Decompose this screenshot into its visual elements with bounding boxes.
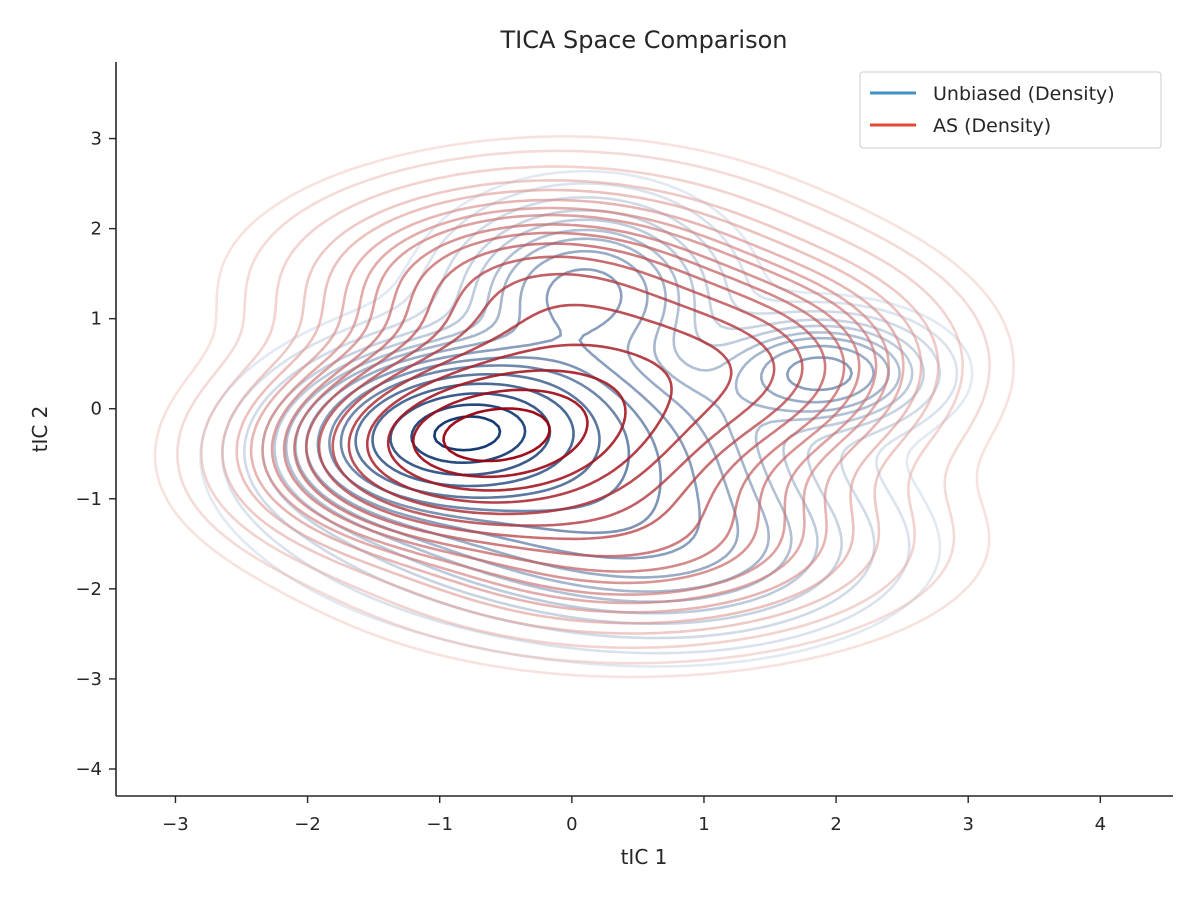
- x-tick-label: −2: [294, 814, 321, 835]
- y-tick-label: −3: [75, 669, 102, 690]
- x-axis-title: tIC 1: [621, 845, 668, 869]
- contour-level-line: [284, 228, 901, 603]
- contour-level-line: [293, 231, 846, 573]
- contour-level-line: [386, 369, 627, 492]
- contour-level-line: [331, 272, 776, 527]
- x-ticks: −3 −2 −1 0 1 2 3 4: [162, 796, 1106, 835]
- contour-level-line: [176, 149, 991, 665]
- contour-level-line: [366, 343, 673, 504]
- x-tick-label: 1: [698, 814, 709, 835]
- contour-level-line: [354, 373, 601, 499]
- unbiased-density-contours: [199, 169, 974, 668]
- contour-level-line: [261, 206, 890, 605]
- y-tick-label: −2: [75, 579, 102, 600]
- contour-level-line: [347, 303, 733, 516]
- y-axis-title: tIC 2: [28, 406, 52, 453]
- legend-label-as: AS (Density): [933, 115, 1051, 137]
- y-tick-label: 1: [91, 309, 102, 330]
- legend-frame: [859, 71, 1162, 149]
- chart-title: TICA Space Comparison: [499, 26, 787, 54]
- as-density-contours: [153, 135, 1015, 679]
- contour-level-line: [249, 198, 905, 614]
- contour-level-line: [410, 403, 527, 464]
- contour-level-line: [153, 135, 1015, 679]
- y-tick-label: 2: [91, 219, 102, 240]
- contour-level-line: [235, 188, 923, 625]
- contour-level-line: [282, 223, 861, 585]
- legend: Unbiased (Density) AS (Density): [859, 71, 1162, 149]
- y-tick-label: −4: [75, 759, 102, 780]
- contour-level-line: [411, 388, 589, 479]
- axes: −3 −2 −1 0 1 2 3 4 −4 −3 −2 −1 0 1 2 3: [75, 62, 1173, 835]
- y-tick-label: 3: [91, 129, 102, 150]
- plot-area: [153, 135, 1015, 679]
- x-tick-label: −1: [426, 814, 453, 835]
- contour-level-line: [442, 407, 551, 463]
- x-tick-label: 4: [1095, 814, 1106, 835]
- y-tick-label: 0: [91, 399, 102, 420]
- x-tick-label: −3: [162, 814, 189, 835]
- contour-level-line: [221, 179, 940, 635]
- contour-level-line: [371, 382, 575, 488]
- contour-level-line: [221, 182, 959, 655]
- contour-level-line: [200, 165, 964, 649]
- legend-label-unbiased: Unbiased (Density): [933, 83, 1115, 105]
- contour-level-line: [305, 242, 827, 558]
- contour-level-line: [270, 213, 878, 596]
- contour-level-line: [317, 255, 804, 541]
- contour-layer: [153, 135, 1015, 679]
- y-tick-label: −1: [75, 489, 102, 510]
- x-tick-label: 2: [830, 814, 841, 835]
- y-ticks: −4 −3 −2 −1 0 1 2 3: [75, 129, 116, 780]
- x-tick-label: 3: [962, 814, 973, 835]
- x-tick-label: 0: [566, 814, 577, 835]
